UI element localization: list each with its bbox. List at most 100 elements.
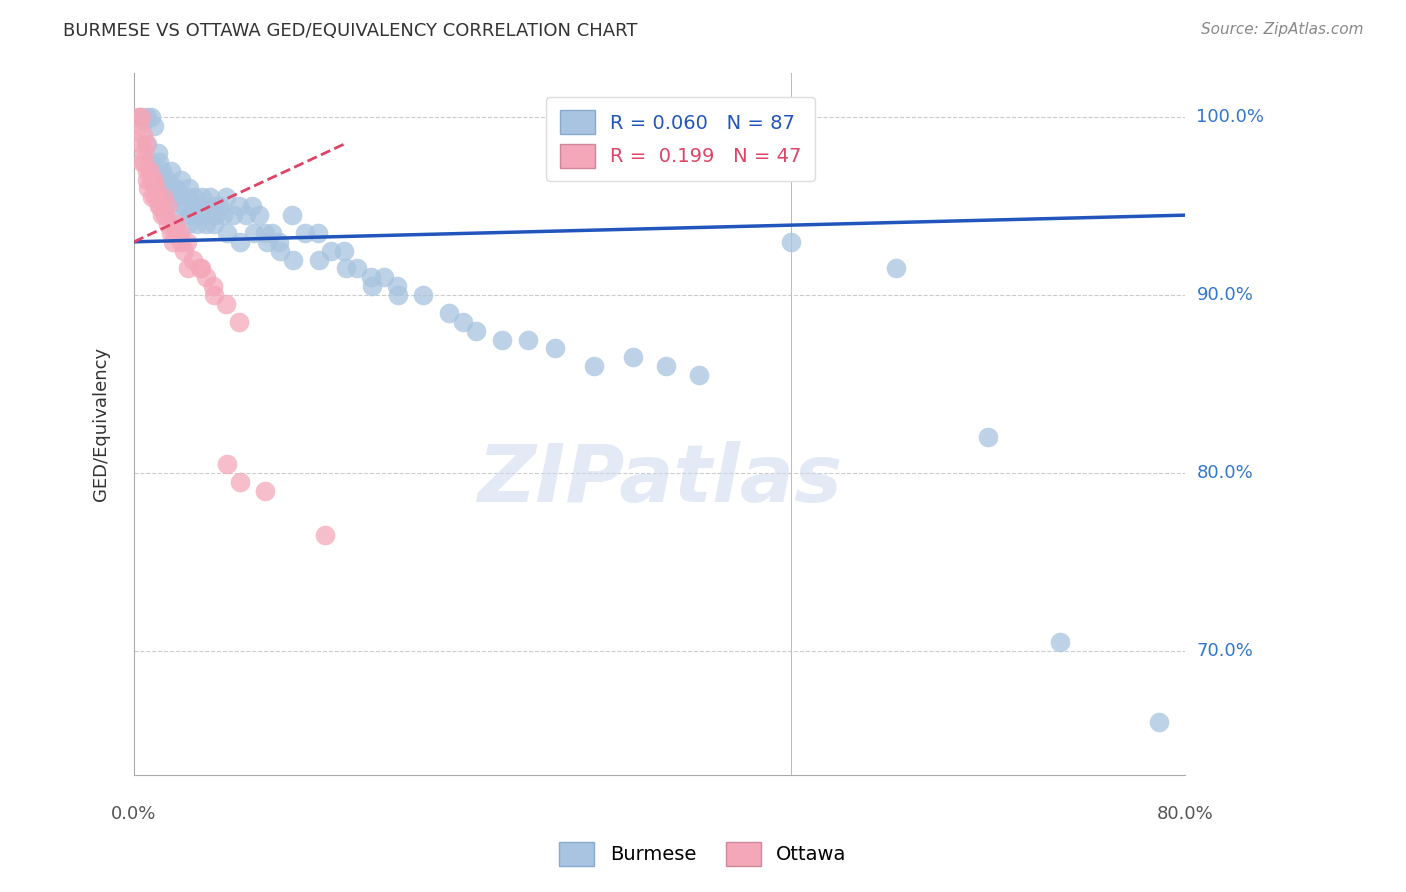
Point bbox=[155, 208, 177, 222]
Point bbox=[260, 226, 283, 240]
Point bbox=[335, 261, 357, 276]
Point bbox=[131, 154, 153, 169]
Point bbox=[977, 430, 1000, 444]
Point bbox=[136, 111, 159, 125]
Point bbox=[1147, 714, 1170, 729]
Point bbox=[153, 199, 176, 213]
Point bbox=[149, 181, 172, 195]
Point bbox=[229, 235, 252, 249]
Point bbox=[240, 199, 263, 213]
Text: 80.0%: 80.0% bbox=[1157, 805, 1213, 823]
Point bbox=[141, 190, 163, 204]
Point bbox=[134, 145, 156, 160]
Point bbox=[780, 235, 803, 249]
Point bbox=[138, 181, 160, 195]
Point bbox=[142, 172, 165, 186]
Point bbox=[156, 172, 179, 186]
Point bbox=[267, 235, 290, 249]
Point bbox=[159, 226, 181, 240]
Point bbox=[212, 208, 235, 222]
Point bbox=[215, 297, 238, 311]
Text: 90.0%: 90.0% bbox=[1197, 286, 1253, 304]
Point bbox=[159, 163, 181, 178]
Point bbox=[177, 217, 200, 231]
Point bbox=[621, 351, 644, 365]
Point bbox=[176, 235, 198, 249]
Point bbox=[179, 181, 201, 195]
Point bbox=[149, 199, 172, 213]
Text: Source: ZipAtlas.com: Source: ZipAtlas.com bbox=[1201, 22, 1364, 37]
Point bbox=[157, 190, 180, 204]
Point bbox=[129, 111, 152, 125]
Point bbox=[204, 208, 226, 222]
Point bbox=[132, 128, 155, 143]
Point bbox=[198, 190, 221, 204]
Point bbox=[173, 244, 195, 258]
Point bbox=[269, 244, 291, 258]
Point bbox=[228, 199, 250, 213]
Point bbox=[294, 226, 316, 240]
Point bbox=[181, 199, 204, 213]
Text: 70.0%: 70.0% bbox=[1197, 641, 1253, 659]
Point bbox=[242, 226, 264, 240]
Point bbox=[215, 190, 238, 204]
Point bbox=[165, 181, 187, 195]
Point bbox=[256, 235, 278, 249]
Point bbox=[688, 368, 710, 382]
Point bbox=[143, 172, 166, 186]
Point bbox=[202, 288, 225, 302]
Point bbox=[464, 324, 486, 338]
Point bbox=[280, 208, 302, 222]
Point bbox=[181, 252, 204, 267]
Point bbox=[228, 315, 250, 329]
Point bbox=[360, 270, 382, 285]
Text: 100.0%: 100.0% bbox=[1197, 109, 1264, 127]
Text: BURMESE VS OTTAWA GED/EQUIVALENCY CORRELATION CHART: BURMESE VS OTTAWA GED/EQUIVALENCY CORREL… bbox=[63, 22, 638, 40]
Point bbox=[152, 172, 174, 186]
Point bbox=[439, 306, 461, 320]
Point bbox=[150, 163, 173, 178]
Point bbox=[179, 208, 201, 222]
Point bbox=[333, 244, 356, 258]
Point bbox=[195, 270, 218, 285]
Point bbox=[163, 226, 186, 240]
Point bbox=[254, 483, 277, 498]
Point bbox=[170, 172, 193, 186]
Point bbox=[156, 199, 179, 213]
Point bbox=[165, 217, 187, 231]
Point bbox=[191, 190, 214, 204]
Point bbox=[235, 208, 257, 222]
Point bbox=[143, 190, 166, 204]
Point bbox=[136, 172, 159, 186]
Point bbox=[229, 475, 252, 489]
Text: 0.0%: 0.0% bbox=[111, 805, 156, 823]
Point bbox=[148, 199, 170, 213]
Point bbox=[136, 137, 159, 152]
Point bbox=[169, 190, 191, 204]
Point bbox=[307, 226, 329, 240]
Point bbox=[162, 235, 184, 249]
Point bbox=[190, 208, 212, 222]
Point bbox=[188, 261, 211, 276]
Point bbox=[451, 315, 474, 329]
Point bbox=[190, 261, 212, 276]
Point bbox=[247, 208, 270, 222]
Point bbox=[281, 252, 304, 267]
Point bbox=[186, 217, 208, 231]
Point bbox=[373, 270, 395, 285]
Point bbox=[387, 288, 409, 302]
Point bbox=[138, 163, 160, 178]
Point bbox=[152, 190, 174, 204]
Point bbox=[142, 163, 165, 178]
Point bbox=[314, 528, 336, 542]
Point bbox=[254, 226, 277, 240]
Point bbox=[136, 163, 159, 178]
Point bbox=[128, 120, 150, 134]
Point bbox=[884, 261, 907, 276]
Point bbox=[491, 333, 513, 347]
Point bbox=[146, 190, 169, 204]
Point bbox=[217, 457, 239, 471]
Point bbox=[173, 199, 195, 213]
Point bbox=[162, 181, 184, 195]
Point bbox=[142, 120, 165, 134]
